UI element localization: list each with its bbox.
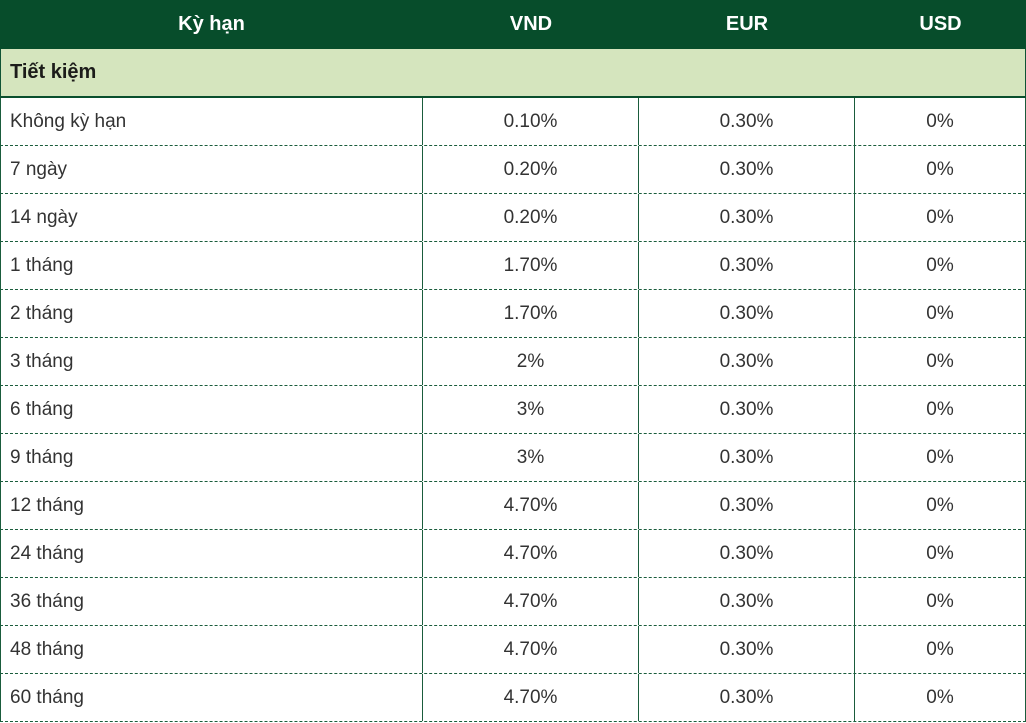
table-row: 60 tháng 4.70% 0.30% 0%	[0, 674, 1026, 722]
usd-rate-cell: 0%	[855, 242, 1026, 289]
vnd-rate-cell: 0.20%	[423, 146, 639, 193]
table-row: 1 tháng 1.70% 0.30% 0%	[0, 242, 1026, 290]
table-header-row: Kỳ hạn VND EUR USD	[0, 0, 1026, 49]
table-row: 36 tháng 4.70% 0.30% 0%	[0, 578, 1026, 626]
table-row: 24 tháng 4.70% 0.30% 0%	[0, 530, 1026, 578]
table-row: 9 tháng 3% 0.30% 0%	[0, 434, 1026, 482]
table-row: 7 ngày 0.20% 0.30% 0%	[0, 146, 1026, 194]
term-cell: 9 tháng	[0, 434, 423, 481]
section-label: Tiết kiệm	[10, 61, 97, 83]
usd-rate-cell: 0%	[855, 146, 1026, 193]
eur-rate-cell: 0.30%	[639, 578, 855, 625]
vnd-rate-cell: 4.70%	[423, 482, 639, 529]
vnd-rate-cell: 1.70%	[423, 290, 639, 337]
term-cell: 12 tháng	[0, 482, 423, 529]
eur-rate-cell: 0.30%	[639, 626, 855, 673]
table-row: 12 tháng 4.70% 0.30% 0%	[0, 482, 1026, 530]
table-row: 48 tháng 4.70% 0.30% 0%	[0, 626, 1026, 674]
vnd-rate-cell: 2%	[423, 338, 639, 385]
usd-rate-cell: 0%	[855, 530, 1026, 577]
col-header-vnd: VND	[509, 13, 553, 35]
usd-rate-cell: 0%	[855, 674, 1026, 721]
eur-rate-cell: 0.30%	[639, 98, 855, 145]
vnd-rate-cell: 0.10%	[423, 98, 639, 145]
usd-rate-cell: 0%	[855, 578, 1026, 625]
vnd-rate-cell: 3%	[423, 434, 639, 481]
eur-rate-cell: 0.30%	[639, 194, 855, 241]
term-cell: 14 ngày	[0, 194, 423, 241]
eur-rate-cell: 0.30%	[639, 434, 855, 481]
eur-rate-cell: 0.30%	[639, 674, 855, 721]
term-cell: Không kỳ hạn	[0, 98, 423, 145]
vnd-rate-cell: 4.70%	[423, 530, 639, 577]
vnd-rate-cell: 1.70%	[423, 242, 639, 289]
table-row: 3 tháng 2% 0.30% 0%	[0, 338, 1026, 386]
col-header-usd: USD	[919, 13, 962, 35]
eur-rate-cell: 0.30%	[639, 242, 855, 289]
table-row: Không kỳ hạn 0.10% 0.30% 0%	[0, 98, 1026, 146]
term-cell: 36 tháng	[0, 578, 423, 625]
eur-rate-cell: 0.30%	[639, 386, 855, 433]
usd-rate-cell: 0%	[855, 386, 1026, 433]
vnd-rate-cell: 4.70%	[423, 674, 639, 721]
section-row-savings: Tiết kiệm	[0, 49, 1026, 98]
usd-rate-cell: 0%	[855, 98, 1026, 145]
vnd-rate-cell: 4.70%	[423, 578, 639, 625]
term-cell: 3 tháng	[0, 338, 423, 385]
usd-rate-cell: 0%	[855, 338, 1026, 385]
vnd-rate-cell: 3%	[423, 386, 639, 433]
usd-rate-cell: 0%	[855, 290, 1026, 337]
eur-rate-cell: 0.30%	[639, 530, 855, 577]
term-cell: 60 tháng	[0, 674, 423, 721]
vnd-rate-cell: 0.20%	[423, 194, 639, 241]
usd-rate-cell: 0%	[855, 194, 1026, 241]
usd-rate-cell: 0%	[855, 434, 1026, 481]
eur-rate-cell: 0.30%	[639, 146, 855, 193]
term-cell: 7 ngày	[0, 146, 423, 193]
term-cell: 2 tháng	[0, 290, 423, 337]
vnd-rate-cell: 4.70%	[423, 626, 639, 673]
eur-rate-cell: 0.30%	[639, 290, 855, 337]
term-cell: 1 tháng	[0, 242, 423, 289]
usd-rate-cell: 0%	[855, 626, 1026, 673]
col-header-term: Kỳ hạn	[178, 13, 245, 35]
table-row: 14 ngày 0.20% 0.30% 0%	[0, 194, 1026, 242]
usd-rate-cell: 0%	[855, 482, 1026, 529]
term-cell: 48 tháng	[0, 626, 423, 673]
term-cell: 6 tháng	[0, 386, 423, 433]
table-row: 2 tháng 1.70% 0.30% 0%	[0, 290, 1026, 338]
term-cell: 24 tháng	[0, 530, 423, 577]
eur-rate-cell: 0.30%	[639, 482, 855, 529]
eur-rate-cell: 0.30%	[639, 338, 855, 385]
col-header-eur: EUR	[725, 13, 769, 35]
table-row: 6 tháng 3% 0.30% 0%	[0, 386, 1026, 434]
